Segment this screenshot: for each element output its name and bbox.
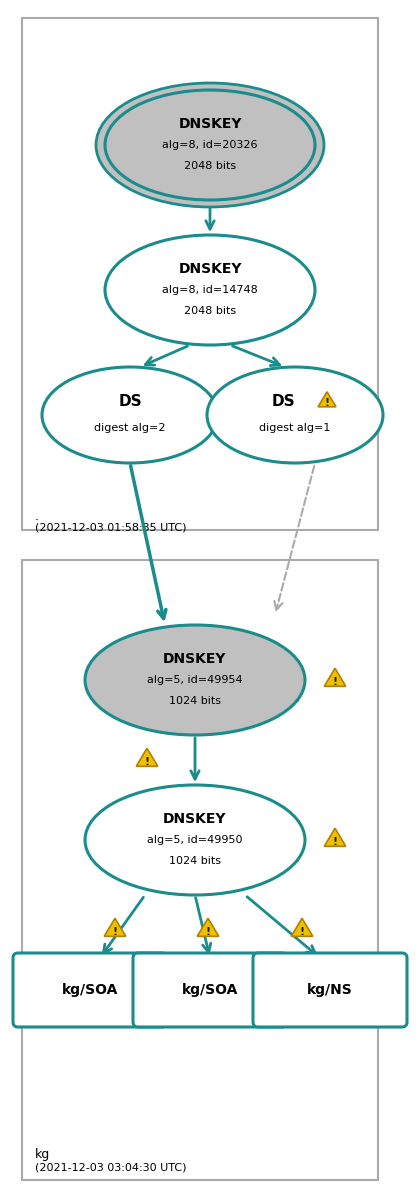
Ellipse shape xyxy=(42,367,218,464)
Text: digest alg=2: digest alg=2 xyxy=(94,424,166,433)
Text: DNSKEY: DNSKEY xyxy=(178,117,242,131)
Text: !: ! xyxy=(333,677,338,686)
Text: 1024 bits: 1024 bits xyxy=(169,856,221,866)
Ellipse shape xyxy=(105,90,315,200)
Ellipse shape xyxy=(207,367,383,464)
Ellipse shape xyxy=(96,83,324,207)
Polygon shape xyxy=(318,391,336,407)
Text: 2048 bits: 2048 bits xyxy=(184,306,236,315)
Text: alg=5, id=49954: alg=5, id=49954 xyxy=(147,675,243,685)
Text: kg/SOA: kg/SOA xyxy=(62,982,118,997)
Text: DS: DS xyxy=(271,394,295,409)
Polygon shape xyxy=(291,919,313,937)
FancyBboxPatch shape xyxy=(133,954,287,1027)
Bar xyxy=(22,18,378,530)
Text: kg: kg xyxy=(35,1147,50,1161)
Text: 2048 bits: 2048 bits xyxy=(184,161,236,171)
Text: DNSKEY: DNSKEY xyxy=(163,653,227,666)
Text: kg/NS: kg/NS xyxy=(307,982,353,997)
Bar xyxy=(22,560,378,1180)
Text: DNSKEY: DNSKEY xyxy=(163,813,227,826)
Text: !: ! xyxy=(205,927,210,937)
Text: DNSKEY: DNSKEY xyxy=(178,262,242,276)
Text: !: ! xyxy=(324,399,330,408)
Polygon shape xyxy=(197,919,219,937)
Text: (2021-12-03 01:58:35 UTC): (2021-12-03 01:58:35 UTC) xyxy=(35,523,186,532)
Polygon shape xyxy=(324,668,346,686)
FancyBboxPatch shape xyxy=(253,954,407,1027)
Ellipse shape xyxy=(105,235,315,346)
Text: kg/SOA: kg/SOA xyxy=(182,982,238,997)
Text: 1024 bits: 1024 bits xyxy=(169,696,221,706)
Text: !: ! xyxy=(113,927,118,937)
Text: DS: DS xyxy=(118,394,142,409)
Ellipse shape xyxy=(85,625,305,734)
Polygon shape xyxy=(324,828,346,846)
FancyBboxPatch shape xyxy=(13,954,167,1027)
Text: !: ! xyxy=(299,927,304,937)
Ellipse shape xyxy=(85,785,305,895)
Polygon shape xyxy=(104,919,126,937)
Text: alg=8, id=14748: alg=8, id=14748 xyxy=(162,285,258,295)
Text: .: . xyxy=(35,510,39,523)
Text: !: ! xyxy=(144,757,150,767)
Polygon shape xyxy=(136,749,158,766)
Text: (2021-12-03 03:04:30 UTC): (2021-12-03 03:04:30 UTC) xyxy=(35,1162,186,1171)
Text: alg=8, id=20326: alg=8, id=20326 xyxy=(162,140,258,150)
Text: !: ! xyxy=(333,837,338,846)
Text: digest alg=1: digest alg=1 xyxy=(259,424,331,433)
Text: alg=5, id=49950: alg=5, id=49950 xyxy=(147,836,243,845)
